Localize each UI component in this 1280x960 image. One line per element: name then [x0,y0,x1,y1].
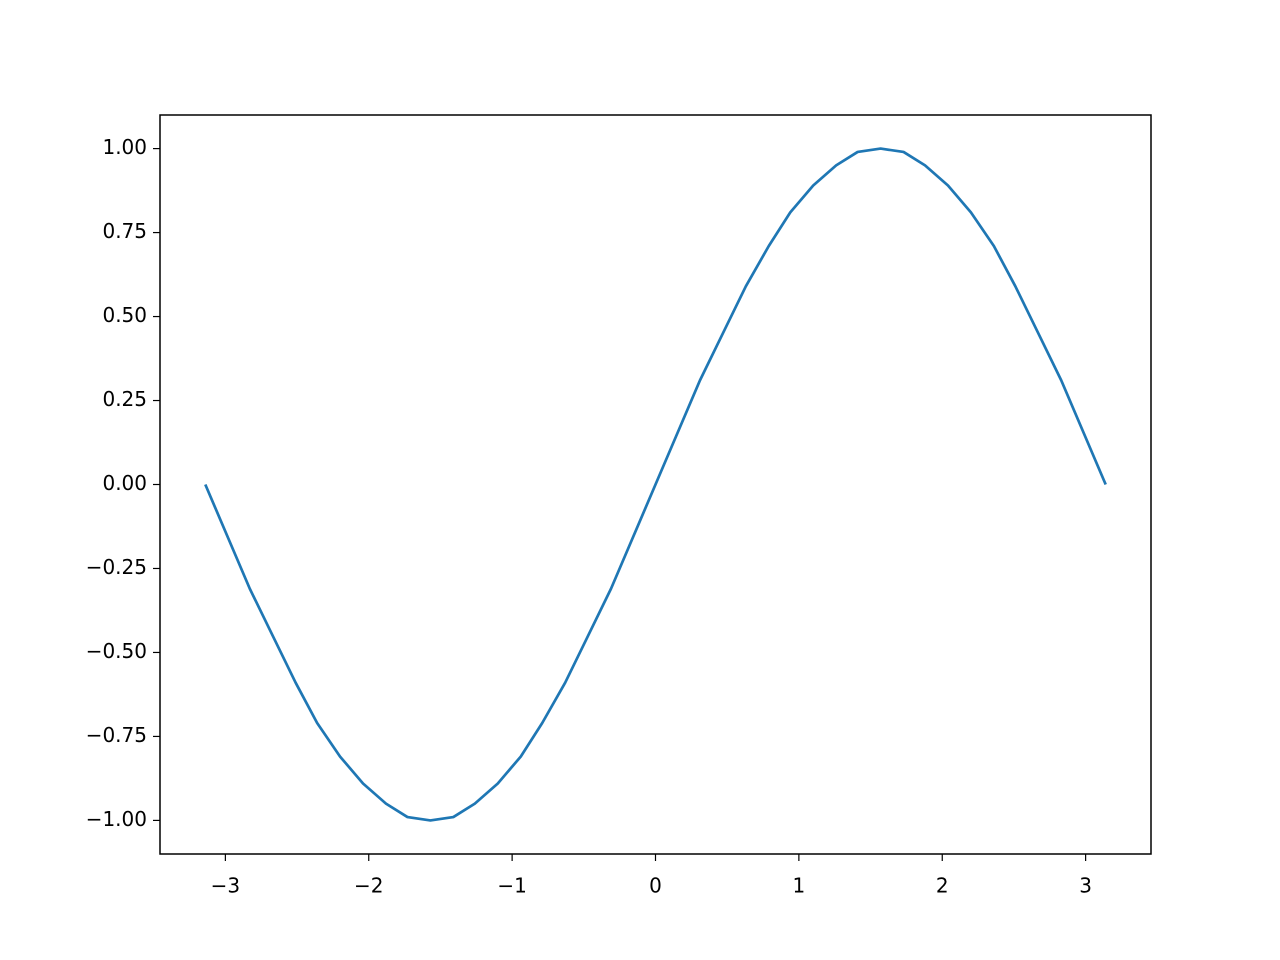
y-tick-label: 0.25 [102,387,147,411]
y-tick-label: 0.75 [102,219,147,243]
x-tick-label: 2 [936,874,949,898]
y-tick-label: −0.25 [86,555,147,579]
plot-frame [159,114,1152,855]
y-tick-label: 1.00 [102,135,147,159]
y-tick-label: −0.50 [86,639,147,663]
y-tick-label: 0.00 [102,471,147,495]
x-tick-label: −1 [497,874,526,898]
y-tick-label: 0.50 [102,303,147,327]
x-tick-label: 1 [793,874,806,898]
x-tick-label: −3 [211,874,240,898]
y-tick-label: −0.75 [86,723,147,747]
y-tick-label: −1.00 [86,807,147,831]
line-series [204,147,1107,822]
x-tick-label: −2 [354,874,383,898]
x-tick-label: 3 [1079,874,1092,898]
x-tick-label: 0 [649,874,662,898]
